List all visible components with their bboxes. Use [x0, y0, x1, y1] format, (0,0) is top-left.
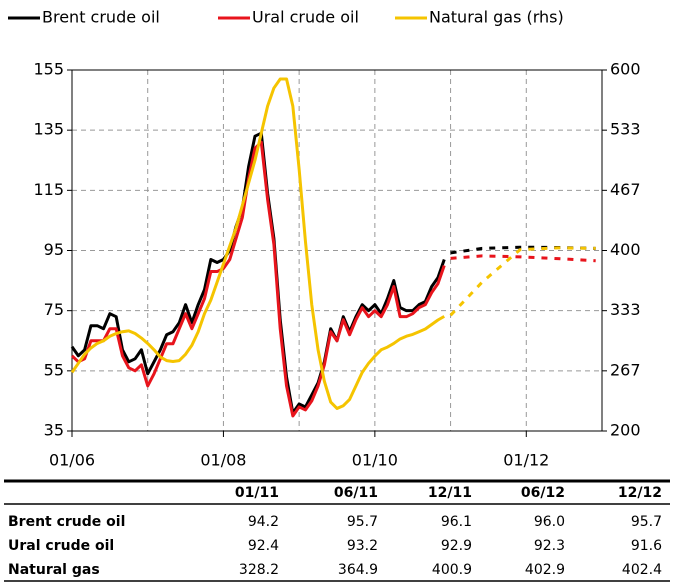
y-tick-label: 155 [33, 60, 64, 79]
table-row-label: Natural gas [8, 562, 100, 578]
table-cell: 364.9 [338, 562, 378, 578]
forecast-line [449, 246, 596, 317]
legend-label: Ural crude oil [252, 8, 359, 27]
series-line [70, 140, 446, 418]
y2-tick-label: 533 [610, 120, 641, 139]
table-row-label: Ural crude oil [8, 538, 114, 554]
y-tick-label: 135 [33, 120, 64, 139]
y-tick-label: 35 [44, 421, 64, 440]
table-cell: 92.4 [248, 538, 279, 554]
table-cell: 94.2 [248, 514, 279, 530]
forecast-line [450, 254, 596, 263]
x-tick-label: 01/08 [200, 451, 246, 470]
table-header: 06/11 [334, 485, 378, 501]
table-header: 06/12 [521, 485, 565, 501]
table-cell: 95.7 [631, 514, 662, 530]
y-tick-label: 75 [44, 300, 64, 319]
table-cell: 400.9 [432, 562, 472, 578]
y2-tick-label: 400 [610, 240, 641, 259]
y-tick-label: 95 [44, 240, 64, 259]
table-cell: 91.6 [631, 538, 662, 554]
table-cell: 92.3 [534, 538, 565, 554]
table-cell: 92.9 [441, 538, 472, 554]
y2-tick-label: 600 [610, 60, 641, 79]
table-cell: 402.9 [525, 562, 565, 578]
table-header: 12/11 [428, 485, 472, 501]
y2-tick-label: 333 [610, 300, 641, 319]
legend-label: Natural gas (rhs) [429, 8, 564, 27]
table-cell: 402.4 [622, 562, 662, 578]
x-tick-label: 01/12 [503, 451, 549, 470]
series-line [70, 131, 446, 415]
y2-tick-label: 200 [610, 421, 641, 440]
x-tick-label: 01/06 [49, 451, 95, 470]
table-cell: 328.2 [239, 562, 279, 578]
plot-frame [71, 69, 603, 432]
y-tick-label: 55 [44, 360, 64, 379]
table-header: 12/12 [618, 485, 662, 501]
table-cell: 93.2 [347, 538, 378, 554]
table-cell: 95.7 [347, 514, 378, 530]
series-line [70, 77, 446, 410]
y2-tick-label: 467 [610, 180, 641, 199]
y-tick-label: 115 [33, 180, 64, 199]
legend-label: Brent crude oil [42, 8, 160, 27]
x-tick-label: 01/10 [352, 451, 398, 470]
table-cell: 96.1 [441, 514, 472, 530]
table-header: 01/11 [235, 485, 279, 501]
table-row-label: Brent crude oil [8, 514, 125, 530]
y2-tick-label: 267 [610, 360, 641, 379]
table-cell: 96.0 [534, 514, 565, 530]
